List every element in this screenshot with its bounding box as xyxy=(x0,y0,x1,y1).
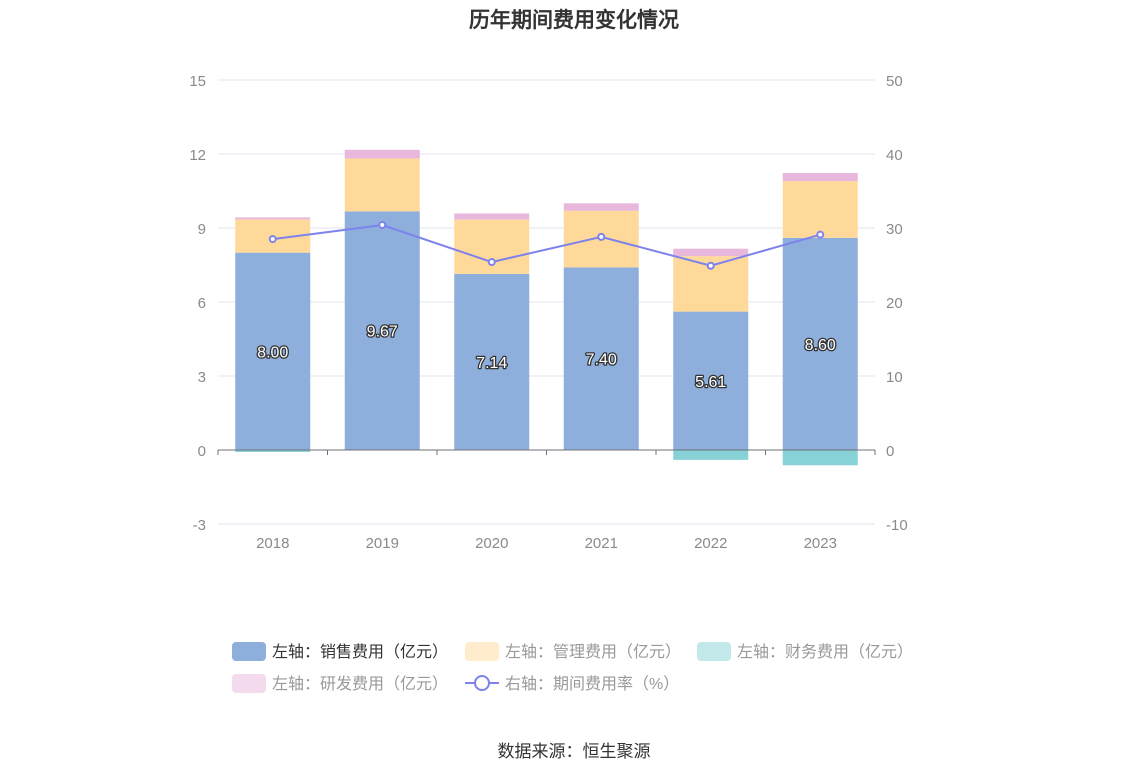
y-left-tick-label: 6 xyxy=(198,295,206,312)
bar-rnd-2020 xyxy=(454,213,530,220)
y-right-tick-label: 20 xyxy=(886,295,903,312)
line-point xyxy=(487,258,496,267)
y-left-tick-label: 12 xyxy=(189,147,206,164)
bar-sales-2023 xyxy=(782,237,858,450)
line-expense-rate xyxy=(272,224,821,267)
y-right-tick-label: 0 xyxy=(886,443,894,460)
data-label-sales: 7.40 xyxy=(586,352,617,369)
data-label-sales: 8.00 xyxy=(257,344,288,361)
bar-sales-2018 xyxy=(235,252,311,450)
chart-svg: -3 0 3 6 9 12 15 -10 0 10 20 30 40 50 2018 2019 2020 2021… xyxy=(189,73,913,693)
legend-item: 左轴：销售费用（亿元） xyxy=(232,642,448,661)
line-point xyxy=(378,221,387,230)
y-right-tick-label: 10 xyxy=(886,369,903,386)
legend-label: 右轴：期间费用率（%） xyxy=(505,675,679,693)
legend-item: 左轴：研发费用（亿元） xyxy=(232,674,448,693)
x-tick-label: 2021 xyxy=(585,535,618,552)
y-right-tick-label: 40 xyxy=(886,147,903,164)
legend-label: 左轴：研发费用（亿元） xyxy=(272,675,448,693)
legend-label: 左轴：财务费用（亿元） xyxy=(737,643,913,661)
x-tick-label: 2020 xyxy=(475,535,508,552)
legend-swatch-icon xyxy=(232,674,266,693)
y-right-tick-label: 50 xyxy=(886,73,903,90)
bar-sales-2022 xyxy=(673,311,749,450)
line-point xyxy=(597,232,606,241)
x-tick-label: 2023 xyxy=(804,535,837,552)
y-left-tick-label: 9 xyxy=(198,221,206,238)
data-label-sales: 7.14 xyxy=(476,355,507,372)
y-right-tick-label: -10 xyxy=(886,517,908,534)
legend-swatch-icon xyxy=(697,642,731,661)
legend-item: 左轴：财务费用（亿元） xyxy=(697,642,913,661)
x-tick-label: 2022 xyxy=(694,535,727,552)
line-point xyxy=(706,261,715,270)
data-label-sales: 5.61 xyxy=(695,374,726,391)
bar-sales-2021 xyxy=(563,267,639,450)
bar-rnd-2022 xyxy=(673,248,749,257)
bar-admin-2023 xyxy=(782,181,858,238)
chart-title: 历年期间费用变化情况 xyxy=(469,9,679,32)
x-tick-label: 2018 xyxy=(256,535,289,552)
y-left-tick-label: -3 xyxy=(193,517,206,534)
y-left-tick-label: 15 xyxy=(189,73,206,90)
bar-finance-2018 xyxy=(235,450,311,452)
legend-item: 右轴：期间费用率（%） xyxy=(465,675,679,693)
bar-finance-2023 xyxy=(782,450,858,466)
bar-sales-2019 xyxy=(344,211,420,450)
legend-swatch-icon xyxy=(465,642,499,661)
bar-sales-2020 xyxy=(454,273,530,450)
y-right-tick-label: 30 xyxy=(886,221,903,238)
legend-marker-icon xyxy=(474,675,490,691)
legend-label: 左轴：销售费用（亿元） xyxy=(272,643,448,661)
legend-swatch-icon xyxy=(232,642,266,661)
data-source: 数据来源：恒生聚源 xyxy=(497,742,651,761)
bar-rnd-2019 xyxy=(344,149,420,159)
bar-rnd-2018 xyxy=(235,217,311,220)
x-tick-label: 2019 xyxy=(366,535,399,552)
data-label-sales: 9.67 xyxy=(367,324,398,341)
y-left-tick-label: 3 xyxy=(198,369,206,386)
bar-finance-2022 xyxy=(673,450,749,460)
bar-rnd-2023 xyxy=(782,172,858,182)
line-point xyxy=(816,230,825,239)
y-left-tick-label: 0 xyxy=(198,443,206,460)
line-point xyxy=(268,235,277,244)
legend-item: 左轴：管理费用（亿元） xyxy=(465,642,681,661)
bar-admin-2019 xyxy=(344,158,420,212)
bar-rnd-2021 xyxy=(563,203,639,211)
data-label-sales: 8.60 xyxy=(805,337,836,354)
legend-label: 左轴：管理费用（亿元） xyxy=(505,643,681,661)
